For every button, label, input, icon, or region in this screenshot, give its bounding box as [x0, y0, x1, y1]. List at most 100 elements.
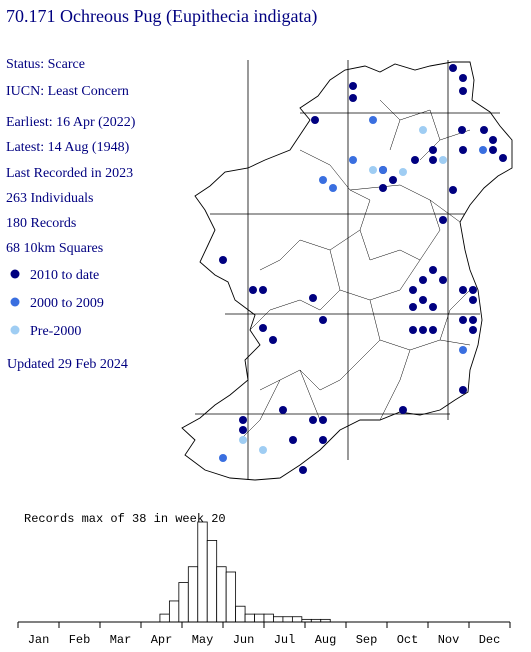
- record-dot: [429, 303, 437, 311]
- record-dot: [411, 156, 419, 164]
- record-dot: [469, 326, 477, 334]
- record-dot: [239, 416, 247, 424]
- record-dot: [329, 184, 337, 192]
- record-dot: [489, 136, 497, 144]
- month-label: Oct: [397, 633, 419, 647]
- record-dot: [409, 326, 417, 334]
- record-dot: [459, 87, 467, 95]
- record-dot: [279, 406, 287, 414]
- month-label: May: [192, 633, 214, 647]
- month-label: Jul: [274, 633, 296, 647]
- month-label: Apr: [151, 633, 173, 647]
- month-label: Feb: [69, 633, 91, 647]
- bar: [225, 571, 237, 623]
- bar: [159, 613, 170, 623]
- record-dot: [459, 386, 467, 394]
- legend-swatch: [10, 297, 20, 307]
- record-dot: [419, 296, 427, 304]
- record-dot: [429, 326, 437, 334]
- county-borders: [239, 99, 471, 441]
- record-dot: [439, 216, 447, 224]
- legend: 2010 to date 2000 to 2009 Pre-2000: [10, 268, 104, 339]
- record-dot: [319, 176, 327, 184]
- record-dot: [409, 303, 417, 311]
- histogram-title: Records max of 38 in week 20: [24, 512, 226, 526]
- month-label: Mar: [110, 633, 132, 647]
- info-line: Earliest: 16 Apr (2022): [6, 115, 136, 130]
- record-dot: [319, 316, 327, 324]
- bar: [168, 600, 180, 623]
- record-dot: [469, 316, 477, 324]
- record-dot: [389, 176, 397, 184]
- record-dot: [349, 94, 357, 102]
- bar: [282, 616, 293, 623]
- record-dot: [429, 266, 437, 274]
- grid: [195, 60, 500, 480]
- record-dot: [458, 126, 466, 134]
- bar: [235, 605, 246, 623]
- record-dot: [469, 296, 477, 304]
- record-dot: [399, 406, 407, 414]
- record-dot: [379, 184, 387, 192]
- legend-label: 2000 to 2009: [30, 296, 104, 311]
- month-label: Aug: [315, 633, 337, 647]
- coastline: [181, 61, 513, 481]
- bar: [263, 613, 274, 623]
- record-dot: [299, 466, 307, 474]
- record-dot: [309, 416, 317, 424]
- record-dot: [249, 286, 257, 294]
- record-dot: [369, 116, 377, 124]
- record-dot: [311, 116, 319, 124]
- record-dot: [259, 286, 267, 294]
- histogram: Jan Feb Mar Apr May Jun Jul Aug Sep Oct Nov Dec: [17, 521, 511, 647]
- bar: [187, 566, 199, 623]
- info-line: IUCN: Least Concern: [6, 84, 129, 99]
- record-dot: [449, 186, 457, 194]
- record-dot: [419, 326, 427, 334]
- record-dot: [349, 82, 357, 90]
- record-dot: [459, 316, 467, 324]
- record-dot: [439, 276, 447, 284]
- record-dot: [379, 166, 387, 174]
- month-label: Jun: [233, 633, 255, 647]
- record-dot: [479, 146, 487, 154]
- bar: [291, 616, 303, 623]
- bar: [244, 613, 255, 623]
- record-dot: [489, 146, 497, 154]
- record-dot: [459, 74, 467, 82]
- record-dot: [429, 156, 437, 164]
- month-label: Dec: [479, 633, 501, 647]
- record-dot: [349, 156, 357, 164]
- map: [181, 60, 513, 481]
- legend-swatch: [10, 325, 20, 335]
- record-dot: [319, 416, 327, 424]
- record-dot: [499, 154, 507, 162]
- record-dot: [219, 454, 227, 462]
- info-line: 68 10km Squares: [6, 241, 103, 256]
- record-dot: [319, 436, 327, 444]
- bar: [197, 521, 208, 623]
- legend-label: 2010 to date: [30, 268, 99, 283]
- record-dot: [369, 166, 377, 174]
- legend-label: Pre-2000: [30, 324, 81, 339]
- record-dot: [259, 446, 267, 454]
- record-dot: [399, 168, 407, 176]
- bar: [254, 613, 265, 623]
- info-line: 180 Records: [6, 216, 76, 231]
- bar: [206, 540, 218, 623]
- record-dot: [459, 146, 467, 154]
- month-label: Sep: [356, 633, 378, 647]
- record-dot: [409, 286, 417, 294]
- records: [219, 64, 507, 474]
- record-dot: [469, 286, 477, 294]
- record-dot: [429, 146, 437, 154]
- record-dot: [449, 64, 457, 72]
- info-panel: Status: Scarce IUCN: Least Concern Earlies…: [6, 57, 136, 256]
- record-dot: [480, 126, 488, 134]
- updated: Updated 29 Feb 2024: [7, 357, 128, 372]
- record-dot: [239, 426, 247, 434]
- bar: [178, 582, 189, 623]
- record-dot: [239, 436, 247, 444]
- record-dot: [289, 436, 297, 444]
